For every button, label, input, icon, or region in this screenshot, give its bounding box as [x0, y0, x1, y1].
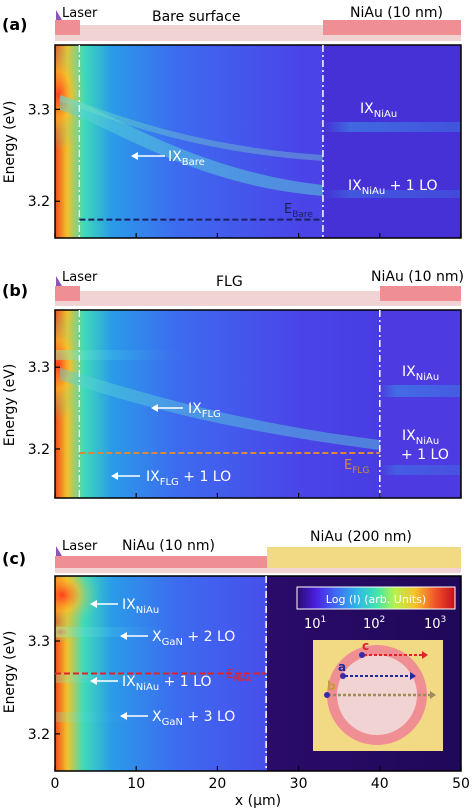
- x-tick-label: 40: [371, 776, 389, 792]
- region-left-label-c: NiAu (10 nm): [122, 538, 215, 554]
- colorbar-gradient: [296, 586, 456, 610]
- flg-strip: [55, 291, 380, 301]
- e-bare-label: EBare: [284, 202, 313, 220]
- x-tick-label: 0: [51, 776, 60, 792]
- colorbar-tick-1: 101: [304, 615, 326, 632]
- inset-arrow-c: [422, 651, 428, 659]
- heatmap-b: [55, 310, 461, 498]
- colorbar: Log (I) (arb. Units) 101 102 103: [296, 586, 456, 632]
- region-left-label-a: Bare surface: [152, 9, 240, 25]
- panel-b: (b) Laser FLG NiAu (10 nm) 3.2 3.3 IXFLG …: [2, 269, 464, 499]
- laser-pad-b: [55, 286, 80, 301]
- laser-beam-icon-b: [56, 276, 62, 286]
- region-left-label-b: FLG: [216, 274, 243, 290]
- laser-pad: [55, 20, 80, 35]
- arrowhead-ix-niau-lo-c: [90, 677, 97, 685]
- ix-niau-label-c: IXNiAu: [122, 597, 159, 616]
- ix-niau-label-b: IXNiAu: [402, 364, 439, 383]
- niau200-strip: [267, 547, 461, 568]
- y-tick-label: 3.3: [28, 102, 50, 118]
- inset-sample-schematic: c a b: [313, 639, 443, 751]
- colorbar-tick-3: 103: [424, 615, 446, 632]
- laser-label-c: Laser: [62, 539, 98, 554]
- panel-c-label: (c): [2, 549, 26, 568]
- laser-beam-icon: [56, 10, 62, 20]
- inset-label-a: a: [338, 660, 346, 674]
- x-axis-label: x (μm): [235, 793, 281, 809]
- ix-flg-label: IXFLG: [188, 401, 221, 420]
- heatmap-a: [55, 45, 461, 238]
- inset-label-b: b: [327, 679, 336, 693]
- ix-niau-lo-label-b: IXNiAu: [402, 428, 439, 447]
- region-right-label-b: NiAu (10 nm): [371, 269, 464, 285]
- niau10-strip: [55, 556, 267, 568]
- arrowhead-ix-niau-c: [90, 600, 97, 608]
- colorbar-tick-2: 102: [363, 615, 385, 632]
- laser-label-b: Laser: [62, 270, 98, 285]
- x-tick-label: 10: [127, 776, 145, 792]
- colorbar-title: Log (I) (arb. Units): [326, 593, 426, 606]
- arrowhead-x-gan-3lo: [120, 712, 127, 720]
- inset-dot-c: [359, 652, 365, 658]
- marks-a: 3.2 3.3: [28, 45, 462, 238]
- panel-c: (c) Laser NiAu (10 nm) NiAu (200 nm) 3.2…: [2, 529, 462, 772]
- substrate-strip-b: [55, 301, 461, 306]
- y-tick-label: 3.2: [28, 194, 50, 210]
- inset-dot-b: [324, 692, 330, 698]
- y-tick-label: 3.2: [28, 442, 50, 458]
- arrowhead-ix-bare: [131, 152, 138, 160]
- x-gan-2lo-label: XGaN + 2 LO: [152, 629, 235, 648]
- y-tick-label: 3.2: [28, 727, 50, 743]
- x-tick-label: 20: [208, 776, 226, 792]
- x-tick-label: 30: [290, 776, 308, 792]
- inset-arrow-a: [410, 672, 416, 680]
- x-axis: 0 10 20 30 40 50: [51, 776, 470, 792]
- laser-label-a: Laser: [62, 6, 98, 21]
- e-flg-label: EFLG: [344, 458, 369, 476]
- inset-label-c: c: [362, 639, 369, 653]
- niau-strip-b: [380, 286, 461, 301]
- marks-b: 3.2 3.3: [28, 310, 462, 498]
- ix-niau-lo-line2-b: + 1 LO: [401, 447, 449, 463]
- e-niau-label: ENiAu: [226, 667, 252, 683]
- plot-frame-a: [54, 44, 462, 239]
- bare-surface-strip: [55, 25, 323, 35]
- arrowhead-ix-flg: [151, 404, 158, 412]
- panel-a: (a) Laser Bare surface NiAu (10 nm) 3.23…: [2, 5, 462, 239]
- region-right-label-a: NiAu (10 nm): [350, 5, 443, 21]
- inset-dot-a: [340, 673, 346, 679]
- ix-bare-label: IXBare: [168, 149, 205, 168]
- arrowhead-ix-flg-lo: [111, 472, 118, 480]
- inset-arrow-b: [430, 691, 436, 699]
- ix-niau-label-a: IXNiAu: [360, 101, 397, 120]
- y-tick-label: 3.3: [28, 634, 50, 650]
- ix-niau-lo-label-a: IXNiAu + 1 LO: [348, 178, 437, 197]
- panel-b-label: (b): [2, 281, 28, 300]
- laser-beam-icon-c: [56, 546, 62, 556]
- ylabel-b: Energy (eV): [2, 364, 18, 447]
- ix-flg-lo-label: IXFLG + 1 LO: [146, 469, 231, 488]
- panel-a-label: (a): [2, 15, 27, 34]
- marks-c: 3.2 3.3: [28, 576, 462, 771]
- region-right-label-c: NiAu (200 nm): [310, 529, 412, 545]
- ix-niau-lo-label-c: IXNiAu + 1 LO: [122, 674, 211, 693]
- plot-frame-b: [54, 309, 462, 499]
- substrate-strip-c: [55, 568, 461, 573]
- niau-strip: [323, 20, 461, 35]
- ylabel-a: Energy (eV): [2, 101, 18, 184]
- substrate-strip: [55, 35, 461, 41]
- ylabel-c: Energy (eV): [2, 631, 18, 714]
- x-tick-label: 50: [452, 776, 470, 792]
- x-gan-3lo-label: XGaN + 3 LO: [152, 709, 235, 728]
- y-tick-label: 3.3: [28, 360, 50, 376]
- arrowhead-x-gan-2lo: [120, 632, 127, 640]
